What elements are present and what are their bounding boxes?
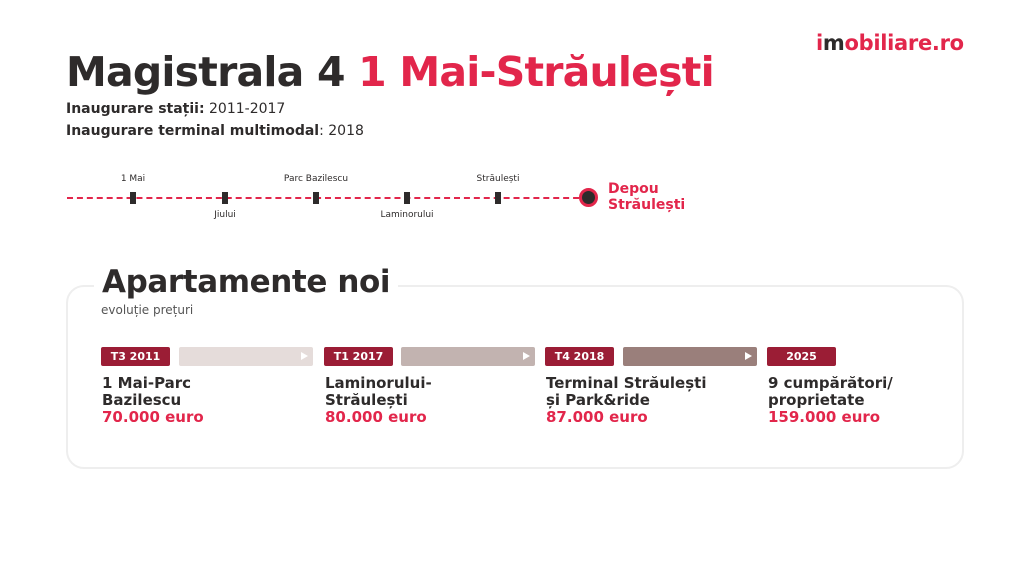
imobiliare-logo: imobiliare.ro	[816, 31, 964, 55]
metro-line	[67, 197, 589, 199]
price-value: 80.000 euro	[325, 408, 427, 426]
progress-arrow-bar	[179, 347, 313, 366]
section-title: Apartamente noi	[94, 264, 399, 300]
arrow-right-icon	[745, 352, 752, 360]
arrow-right-icon	[301, 352, 308, 360]
station-label: 1 Mai	[120, 174, 146, 184]
period-badge: 2025	[767, 347, 836, 366]
progress-arrow-bar	[401, 347, 535, 366]
period-badge: T4 2018	[545, 347, 614, 366]
period-item: 9 cumpărători/ proprietate 159.000 euro	[768, 374, 893, 426]
period-item: Laminorului- Străulești 80.000 euro	[325, 374, 432, 426]
depot-marker	[579, 188, 598, 207]
price-evolution-card	[66, 285, 964, 469]
station-marker	[313, 192, 319, 204]
station-marker	[404, 192, 410, 204]
arrow-right-icon	[523, 352, 530, 360]
title-route: 1 Mai-Străulești	[358, 48, 714, 96]
period-badge: T1 2017	[324, 347, 393, 366]
period-item: 1 Mai-Parc Bazilescu 70.000 euro	[102, 374, 204, 426]
info-terminal: Inaugurare terminal multimodal: 2018	[66, 123, 364, 139]
period-badge: T3 2011	[101, 347, 170, 366]
title-main: Magistrala 4	[66, 48, 345, 96]
station-marker	[222, 192, 228, 204]
price-value: 87.000 euro	[546, 408, 648, 426]
station-label: Laminorului	[380, 210, 434, 220]
price-value: 70.000 euro	[102, 408, 204, 426]
info-stations: Inaugurare stații: 2011-2017	[66, 101, 286, 117]
station-marker	[495, 192, 501, 204]
station-label: Parc Bazilescu	[283, 174, 349, 184]
price-value: 159.000 euro	[768, 408, 881, 426]
progress-arrow-bar	[623, 347, 757, 366]
station-label: Străulești	[476, 174, 520, 184]
station-label: Jiului	[214, 210, 236, 220]
section-subtitle: evoluție prețuri	[101, 303, 194, 317]
station-marker	[130, 192, 136, 204]
period-item: Terminal Străulești și Park&ride 87.000 …	[546, 374, 707, 426]
depot-label: Depou Străulești	[608, 181, 686, 213]
page-title: Magistrala 4 1 Mai-Străulești	[66, 48, 715, 96]
